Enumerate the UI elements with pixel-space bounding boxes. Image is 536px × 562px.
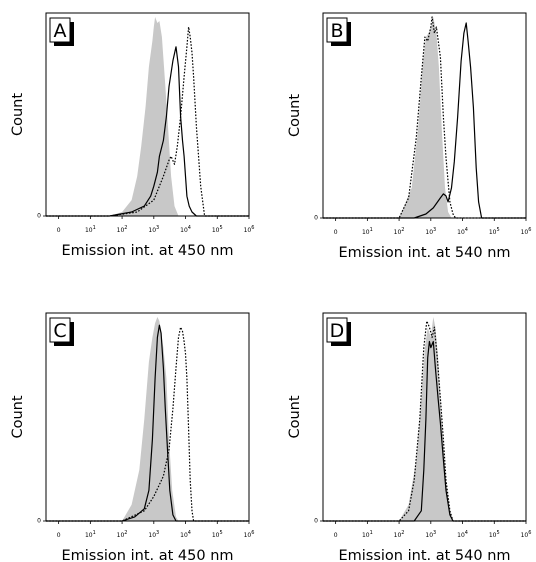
y-tick-label: 0	[314, 518, 318, 525]
series-0-filled-histogram	[323, 17, 526, 218]
x-tick-label: 106	[521, 530, 532, 539]
panel-letter: A	[54, 20, 67, 42]
panel-letter-box	[49, 17, 71, 43]
series-2-solid-line	[323, 22, 526, 219]
x-axis-title: Emission int. at 540 nm	[338, 548, 510, 562]
x-tick-label: 103	[148, 530, 159, 539]
panel-letter-box	[326, 17, 348, 43]
x-tick-label: 104	[180, 530, 191, 539]
x-tick-label: 102	[394, 227, 405, 236]
x-tick-label: 105	[489, 530, 500, 539]
x-tick-label: 105	[489, 227, 500, 236]
x-tick-label: 101	[362, 530, 373, 539]
x-tick-label: 101	[85, 530, 96, 539]
x-tick-label: 0	[57, 532, 61, 539]
x-tick-label: 106	[244, 225, 255, 234]
y-axis-title: Count	[287, 94, 303, 137]
panel-b: 0 0 101 102 103 104 105 106 Emission int. at 540…	[287, 12, 532, 261]
x-axis-title: Emission int. at 450 nm	[61, 243, 233, 259]
series-1-dotted-line	[323, 16, 526, 219]
plot-frame	[322, 12, 527, 219]
x-tick-label: 105	[212, 225, 223, 234]
x-tick-label: 105	[212, 530, 223, 539]
series-0-filled-histogram	[46, 317, 249, 521]
x-tick-label: 103	[425, 530, 436, 539]
x-tick-label: 103	[148, 225, 159, 234]
y-tick-label: 0	[37, 213, 41, 220]
panel-letter: C	[53, 320, 66, 342]
series-0-filled-histogram	[46, 17, 249, 216]
x-tick-label: 101	[85, 225, 96, 234]
y-axis-title: Count	[10, 93, 26, 136]
panel-letter: D	[330, 320, 345, 342]
panel-a: 0 0 101 102 103 104 105 106 Emission int. at 450…	[10, 12, 255, 259]
x-tick-label: 104	[457, 530, 468, 539]
series-2-solid-line	[323, 340, 526, 522]
series-2-dotted-line	[46, 26, 249, 217]
x-tick-label: 102	[117, 530, 128, 539]
panel-d: 0 0 101 102 103 104 105 106 Emission int. at 540…	[287, 312, 532, 562]
y-axis-title: Count	[287, 395, 303, 438]
series-1-solid-line	[46, 46, 249, 217]
x-axis-title: Emission int. at 540 nm	[338, 245, 510, 261]
x-tick-label: 106	[244, 530, 255, 539]
x-tick-label: 101	[362, 227, 373, 236]
plot-frame	[322, 312, 527, 522]
y-tick-label: 0	[37, 518, 41, 525]
x-tick-label: 0	[57, 227, 61, 234]
plot-frame	[45, 312, 250, 522]
x-tick-label: 103	[425, 227, 436, 236]
series-1-solid-line	[46, 324, 249, 522]
y-tick-label: 0	[314, 215, 318, 222]
x-tick-label: 0	[334, 532, 338, 539]
series-1-dotted-line	[323, 320, 526, 522]
panel-letter: B	[330, 20, 343, 42]
x-tick-label: 102	[117, 225, 128, 234]
x-tick-label: 104	[457, 227, 468, 236]
series-0-filled-histogram	[323, 317, 526, 521]
y-axis-title: Count	[10, 395, 26, 438]
plot-frame	[45, 12, 250, 217]
x-axis-title: Emission int. at 450 nm	[61, 548, 233, 562]
x-tick-label: 106	[521, 227, 532, 236]
x-tick-label: 0	[334, 229, 338, 236]
panel-letter-box	[326, 317, 348, 343]
x-tick-label: 102	[394, 530, 405, 539]
panel-letter-box	[49, 317, 71, 343]
x-tick-label: 104	[180, 225, 191, 234]
panel-c: 0 0 101 102 103 104 105 106 Emission int. at 450…	[10, 312, 255, 562]
